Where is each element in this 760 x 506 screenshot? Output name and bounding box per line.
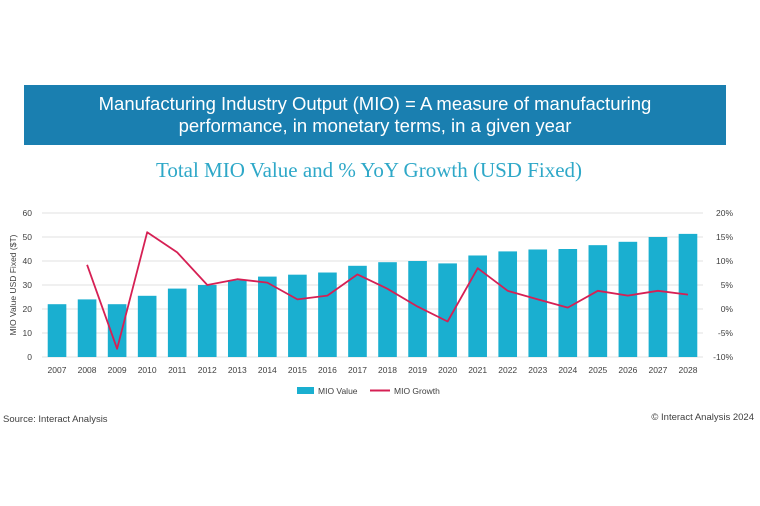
- x-tick-label: 2008: [78, 365, 97, 375]
- y-tick-label: 60: [23, 208, 33, 218]
- banner-line-2: performance, in monetary terms, in a giv…: [178, 115, 572, 136]
- y2-tick-label: 15%: [716, 232, 733, 242]
- x-tick-label: 2028: [679, 365, 698, 375]
- bar-mio-value: [588, 245, 608, 357]
- x-tick-label: 2012: [198, 365, 217, 375]
- x-tick-label: 2015: [288, 365, 307, 375]
- x-tick-label: 2025: [588, 365, 607, 375]
- x-tick-label: 2021: [468, 365, 487, 375]
- bar-mio-value: [438, 263, 457, 357]
- y-tick-label: 20: [23, 304, 33, 314]
- bar-mio-value: [318, 272, 337, 357]
- bar-mio-value: [648, 237, 668, 357]
- bar-mio-value: [47, 304, 67, 357]
- banner-line-1: Manufacturing Industry Output (MIO) = A …: [98, 93, 652, 114]
- copyright-note: © Interact Analysis 2024: [651, 412, 754, 423]
- bar-mio-value: [137, 295, 157, 357]
- legend-swatch-mio-value: [297, 387, 314, 394]
- x-axis: 2007 2008 2009 2010 2011 2012 2013 2014 2015 2016…: [48, 365, 698, 375]
- x-tick-label: 2017: [348, 365, 367, 375]
- bar-mio-value: [618, 241, 638, 357]
- legend-label-mio-value: MIO Value: [318, 386, 358, 396]
- x-tick-label: 2019: [408, 365, 427, 375]
- x-tick-label: 2027: [648, 365, 667, 375]
- bar-mio-value: [107, 304, 127, 357]
- bar-mio-value: [227, 280, 247, 357]
- x-tick-label: 2014: [258, 365, 277, 375]
- bar-mio-value: [528, 249, 548, 357]
- bar-mio-value: [258, 276, 277, 357]
- bar-series: [47, 233, 698, 357]
- y-tick-label: 40: [23, 256, 33, 266]
- y-tick-label: 50: [23, 232, 33, 242]
- bar-mio-value: [378, 262, 397, 357]
- y-axis-label: MIO Value USD Fixed ($T): [8, 234, 18, 335]
- bar-mio-value: [348, 265, 367, 357]
- y2-tick-label: 0%: [721, 304, 734, 314]
- x-tick-label: 2024: [558, 365, 577, 375]
- y2-tick-label: -5%: [718, 328, 734, 338]
- x-tick-label: 2009: [108, 365, 127, 375]
- bar-mio-value: [408, 261, 427, 357]
- bar-mio-value: [468, 255, 487, 357]
- bar-mio-value: [678, 233, 698, 357]
- x-tick-label: 2016: [318, 365, 337, 375]
- x-tick-label: 2020: [438, 365, 457, 375]
- legend-label-mio-growth: MIO Growth: [394, 386, 440, 396]
- x-tick-label: 2018: [378, 365, 397, 375]
- bar-mio-value: [197, 285, 217, 357]
- x-tick-label: 2026: [618, 365, 637, 375]
- x-tick-label: 2011: [168, 365, 187, 375]
- y-tick-label: 30: [23, 280, 33, 290]
- x-tick-label: 2022: [498, 365, 517, 375]
- y-tick-label: 10: [23, 328, 33, 338]
- y2-tick-label: 5%: [721, 280, 734, 290]
- definition-banner: Manufacturing Industry Output (MIO) = A …: [24, 85, 726, 145]
- x-tick-label: 2010: [138, 365, 157, 375]
- bar-mio-value: [77, 299, 97, 357]
- source-note: Source: Interact Analysis: [3, 414, 108, 425]
- bar-mio-value: [498, 251, 518, 357]
- chart-title: Total MIO Value and % YoY Growth (USD Fi…: [155, 158, 583, 182]
- bar-mio-value: [288, 274, 307, 357]
- y2-tick-label: 10%: [716, 256, 733, 266]
- y2-tick-label: -10%: [713, 352, 733, 362]
- line-series: [86, 231, 689, 350]
- y2-tick-label: 20%: [716, 208, 733, 218]
- y-axis-left: 0 10 20 30 40 50 60: [23, 208, 33, 362]
- y-tick-label: 0: [27, 352, 32, 362]
- x-tick-label: 2023: [528, 365, 547, 375]
- bar-mio-value: [558, 249, 578, 357]
- x-tick-label: 2007: [48, 365, 67, 375]
- x-tick-label: 2013: [228, 365, 247, 375]
- legend: MIO Value MIO Growth: [297, 386, 440, 396]
- bar-mio-value: [167, 288, 187, 357]
- line-mio-growth: [86, 231, 689, 350]
- y-axis-right: -10% -5% 0% 5% 10% 15% 20%: [713, 208, 733, 362]
